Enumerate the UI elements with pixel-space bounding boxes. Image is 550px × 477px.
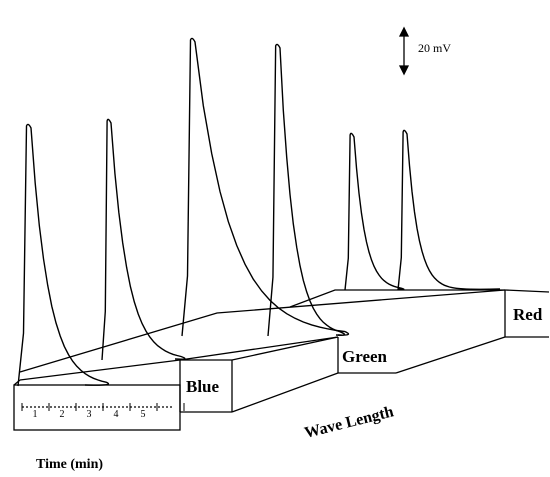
channel-label-red: Red bbox=[513, 305, 543, 324]
green-plate-outline bbox=[19, 289, 506, 373]
wavelength-axis-title: Wave Length bbox=[303, 403, 396, 442]
blue-right-edge bbox=[231, 336, 339, 361]
peak-trace-blue-1 bbox=[17, 123, 110, 387]
scale-bar-label: 20 mV bbox=[418, 41, 451, 55]
time-tick-label: 1 bbox=[33, 409, 38, 420]
peak-trace-green-1 bbox=[181, 37, 350, 337]
time-tick-label: 5 bbox=[141, 409, 146, 420]
peak-trace-green-2 bbox=[267, 43, 346, 337]
peak-trace-red-1 bbox=[344, 132, 405, 291]
channel-label-blue: Blue bbox=[186, 377, 220, 396]
traces bbox=[17, 37, 501, 387]
time-tick-label: 4 bbox=[114, 409, 119, 420]
time-tick-label: 2 bbox=[60, 409, 65, 420]
time-ticks: 1 2 3 4 5 bbox=[21, 403, 185, 420]
green-top-edge bbox=[179, 336, 339, 361]
peak-trace-blue-2 bbox=[101, 118, 186, 361]
time-axis-top-edge bbox=[19, 359, 181, 381]
time-axis-title: Time (min) bbox=[36, 457, 103, 472]
channel-label-green: Green bbox=[342, 347, 388, 366]
scale-bar-arrow-up bbox=[398, 26, 410, 37]
time-axis-box bbox=[13, 359, 181, 431]
scale-bar-arrow-down bbox=[398, 65, 410, 76]
scale-bar bbox=[398, 26, 410, 76]
green-front-edge bbox=[395, 336, 506, 374]
peak-trace-red-2 bbox=[397, 129, 501, 291]
blue-front-edge bbox=[231, 372, 339, 413]
time-tick-label: 3 bbox=[87, 409, 92, 420]
red-plate-outline bbox=[289, 289, 550, 308]
baseline-platform bbox=[19, 289, 550, 413]
